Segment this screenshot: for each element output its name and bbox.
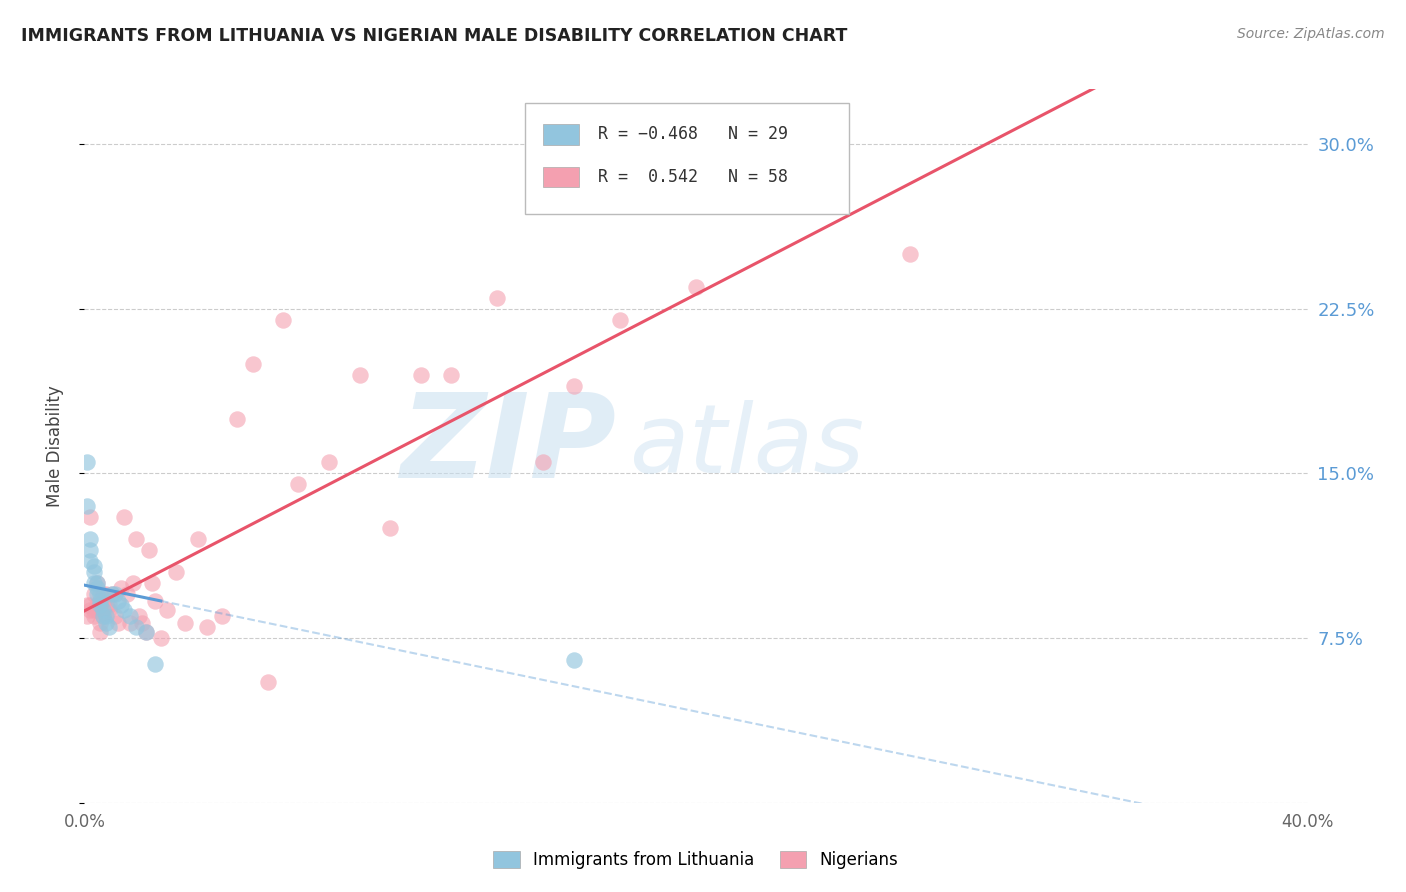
Point: [86, 576, 108, 591]
Point: [242, 357, 264, 371]
Point: [79, 533, 101, 547]
Point: [91, 609, 114, 624]
Point: [79, 602, 101, 616]
Point: [83, 576, 105, 591]
Point: [110, 581, 132, 595]
Point: [76, 455, 98, 469]
Point: [271, 312, 294, 326]
Point: [94, 615, 117, 630]
Point: [149, 631, 172, 645]
Point: [97, 602, 120, 616]
Point: [226, 411, 249, 425]
Point: [287, 477, 309, 491]
Point: [91, 587, 114, 601]
Point: [562, 653, 585, 667]
Point: [83, 602, 105, 616]
Point: [562, 378, 585, 392]
Point: [91, 594, 114, 608]
Text: atlas: atlas: [628, 400, 863, 492]
Point: [89, 594, 111, 608]
Point: [89, 598, 111, 612]
Point: [86, 598, 108, 612]
Point: [531, 455, 554, 469]
Point: [97, 598, 120, 612]
Point: [101, 587, 124, 601]
Point: [318, 455, 340, 469]
Point: [94, 598, 117, 612]
Text: ZIP: ZIP: [401, 389, 616, 503]
Text: Source: ZipAtlas.com: Source: ZipAtlas.com: [1237, 27, 1385, 41]
Point: [131, 615, 153, 630]
Point: [195, 620, 218, 634]
Point: [125, 620, 148, 634]
Point: [94, 609, 117, 624]
Point: [186, 533, 208, 547]
Point: [97, 620, 120, 634]
Point: [79, 510, 101, 524]
Legend: Immigrants from Lithuania, Nigerians: Immigrants from Lithuania, Nigerians: [494, 851, 898, 870]
Point: [685, 280, 707, 294]
Point: [104, 587, 127, 601]
Point: [107, 594, 129, 608]
Point: [120, 609, 142, 624]
Point: [101, 587, 124, 601]
Point: [211, 609, 233, 624]
Text: IMMIGRANTS FROM LITHUANIA VS NIGERIAN MALE DISABILITY CORRELATION CHART: IMMIGRANTS FROM LITHUANIA VS NIGERIAN MA…: [21, 27, 848, 45]
Point: [115, 587, 138, 601]
Point: [83, 558, 105, 573]
Point: [380, 521, 402, 535]
Point: [86, 602, 108, 616]
Text: R = −0.468   N = 29: R = −0.468 N = 29: [598, 125, 789, 143]
Point: [83, 609, 105, 624]
Point: [83, 587, 105, 601]
Point: [138, 543, 160, 558]
Point: [79, 543, 101, 558]
Point: [91, 602, 114, 616]
Point: [86, 581, 108, 595]
Point: [86, 576, 108, 591]
Point: [79, 598, 101, 612]
Point: [110, 598, 132, 612]
Point: [91, 609, 114, 624]
Point: [120, 615, 142, 630]
Point: [89, 615, 111, 630]
Point: [609, 312, 631, 326]
Point: [409, 368, 432, 382]
Point: [143, 657, 166, 672]
FancyBboxPatch shape: [524, 103, 849, 214]
Point: [156, 602, 179, 616]
Point: [898, 247, 921, 261]
Point: [143, 594, 166, 608]
Point: [107, 615, 129, 630]
Point: [128, 609, 150, 624]
Point: [486, 291, 509, 305]
Point: [76, 500, 98, 514]
Point: [83, 566, 105, 580]
Point: [174, 615, 197, 630]
Point: [440, 368, 463, 382]
FancyBboxPatch shape: [543, 124, 578, 145]
Point: [165, 566, 187, 580]
Point: [141, 576, 163, 591]
Point: [94, 587, 117, 601]
Point: [76, 598, 98, 612]
Point: [104, 609, 127, 624]
Point: [135, 624, 157, 639]
Point: [112, 602, 135, 616]
Point: [89, 587, 111, 601]
Point: [86, 587, 108, 601]
Point: [125, 533, 148, 547]
Point: [257, 675, 280, 690]
FancyBboxPatch shape: [543, 167, 578, 187]
Point: [89, 624, 111, 639]
Y-axis label: Male Disability: Male Disability: [45, 385, 63, 507]
Text: R =  0.542   N = 58: R = 0.542 N = 58: [598, 168, 789, 186]
Point: [79, 554, 101, 568]
Point: [135, 624, 157, 639]
Point: [76, 609, 98, 624]
Point: [112, 510, 135, 524]
Point: [349, 368, 371, 382]
Point: [122, 576, 145, 591]
